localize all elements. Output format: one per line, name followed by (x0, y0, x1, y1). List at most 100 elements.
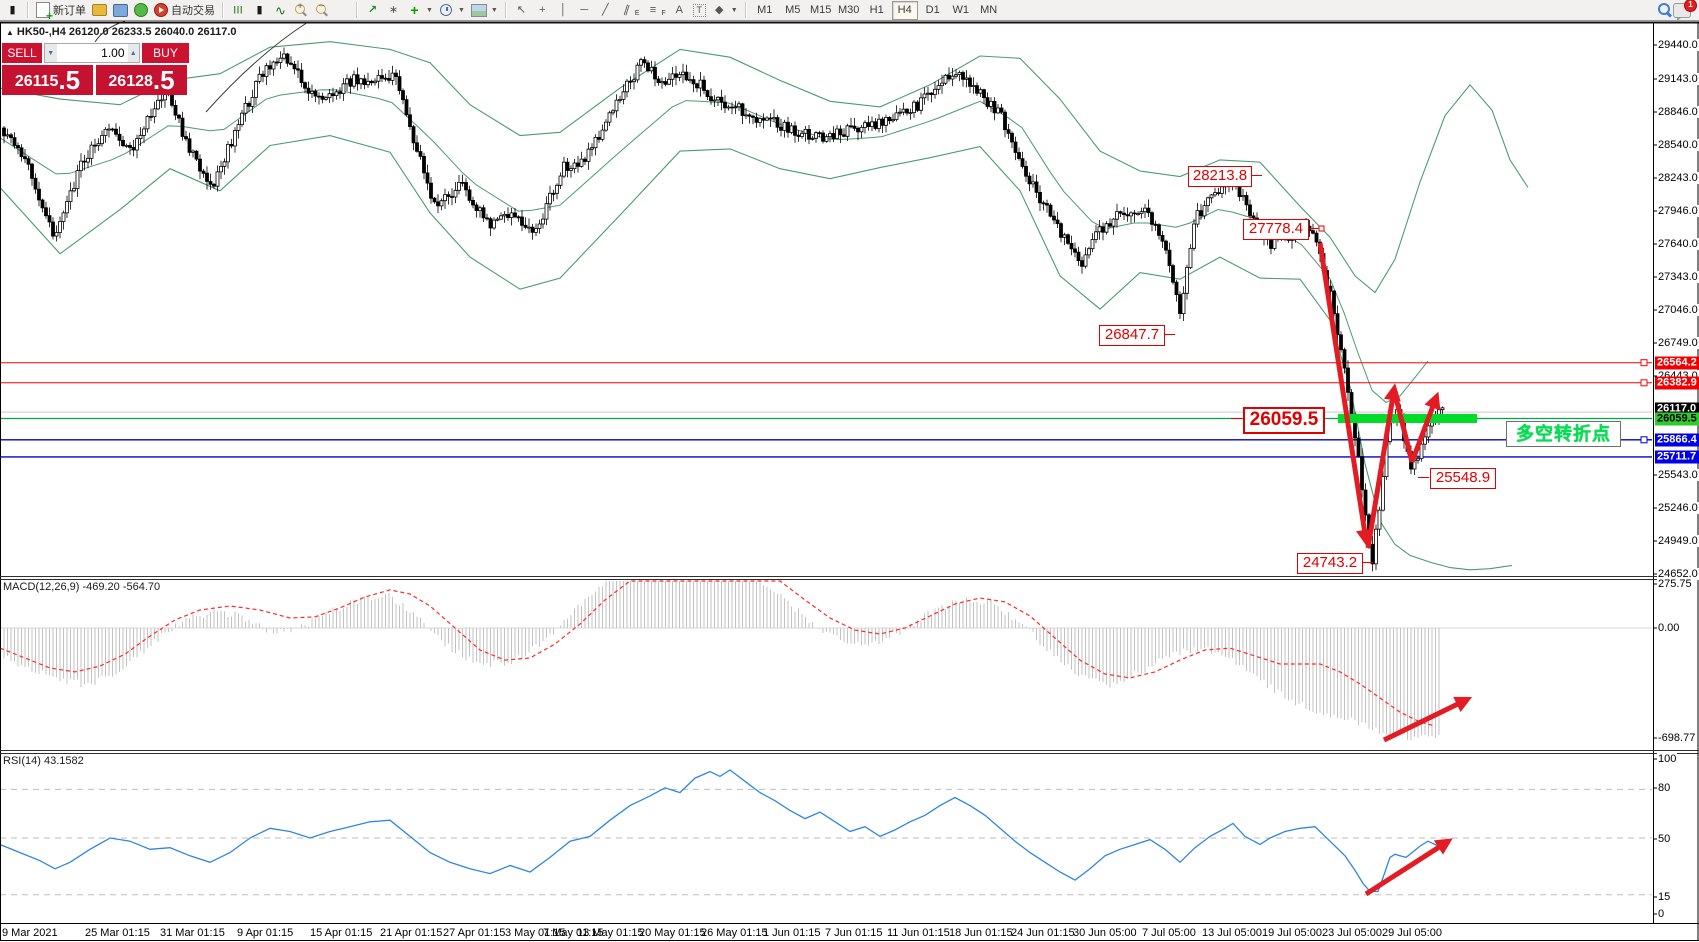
notification-badge: 1 (1684, 0, 1697, 12)
auto-trading-icon (154, 3, 168, 17)
timeframe-d1[interactable]: D1 (925, 4, 940, 16)
trend-arrow-1[interactable] (1317, 242, 1373, 547)
toolbar-separator (27, 2, 29, 18)
community-icon (113, 3, 128, 17)
candles-up (5, 53, 1445, 565)
macd-label: MACD(12,26,9) -469.20 -564.70 (3, 581, 161, 593)
bar-chart-icon: ||| (233, 5, 244, 14)
zoom-in-icon[interactable] (291, 1, 312, 19)
volume-box: ▼ ▲ (44, 43, 140, 63)
text-label-icon: T (692, 3, 706, 17)
period-icon (439, 3, 454, 18)
line-chart-icon[interactable]: ∿ (270, 1, 291, 19)
candles-down (2, 53, 1413, 565)
trendline-icon[interactable]: ╱ (595, 1, 616, 19)
horizontal-line-icon: ─ (580, 3, 589, 16)
bollinger-middle-band (0, 89, 1429, 403)
vertical-line-icon[interactable]: │ (553, 1, 574, 19)
toolbar-separator (222, 2, 224, 18)
macd-trend-arrow (1382, 696, 1473, 743)
deposit-icon[interactable] (89, 1, 110, 19)
timeframe-m30[interactable]: M30 (838, 4, 860, 16)
main-toolbar: ▮新订单自动交易|||▮∿↗∗+▼▼▼↖+│─╱∥E≡FAT◆▼M1M5M15M… (0, 0, 1699, 22)
level-marker-25866.4 (1640, 436, 1648, 444)
macd-histogram (3, 581, 1440, 741)
new-order-icon (36, 2, 53, 22)
chart-title-text: HK50-,H4 26120.0 26233.5 26040.0 26117.0 (16, 26, 237, 38)
timeframe-m5[interactable]: M5 (785, 4, 801, 16)
timeframe-h4[interactable]: H4 (891, 0, 918, 20)
text-icon: A (675, 3, 683, 16)
text-label-icon[interactable]: T (690, 1, 709, 19)
deposit-icon (92, 4, 107, 16)
sell-price-display[interactable]: 26115.5 (2, 65, 93, 95)
volume-increase-button[interactable]: ▲ (127, 44, 139, 62)
candlestick-chart-icon[interactable]: ▮ (249, 1, 270, 19)
indicators-icon: ↗ (367, 3, 378, 16)
equidistant-channel-icon[interactable]: ∥ E (616, 1, 643, 19)
chart-window-icon[interactable]: ▮ (2, 1, 23, 19)
rsi-trend-arrow (1364, 838, 1453, 897)
sell-price-main: 26115 (14, 73, 59, 90)
notifications-icon[interactable]: 1 (1673, 0, 1697, 21)
level-marker-26382.9 (1640, 379, 1648, 387)
auto-trading-button-label: 自动交易 (171, 5, 215, 17)
annotation-curve-2 (205, 21, 309, 113)
axis-ticks (1653, 44, 1658, 915)
buy-price-frac: .5 (152, 65, 175, 95)
trendline-icon: ╱ (602, 3, 609, 16)
vertical-line-icon: │ (559, 3, 567, 16)
fibonacci-icon: ≡ (649, 3, 657, 16)
line-chart-icon: ∿ (275, 2, 286, 18)
chart-title: ▲ HK50-,H4 26120.0 26233.5 26040.0 26117.… (6, 26, 237, 38)
horizontal-line-icon[interactable]: ─ (574, 1, 595, 19)
crosshair-icon[interactable]: + (532, 1, 553, 19)
fibonacci-icon[interactable]: ≡ F (642, 1, 668, 19)
text-icon[interactable]: A (669, 1, 690, 19)
trend-arrow-4[interactable] (1409, 391, 1441, 463)
timeframe-m1[interactable]: M1 (757, 4, 773, 16)
rsi-line (0, 769, 1443, 893)
volume-decrease-button[interactable]: ▼ (45, 44, 57, 62)
timeframe-m15[interactable]: M15 (810, 4, 832, 16)
objects-list-icon[interactable]: ∗ (383, 1, 404, 19)
period-icon[interactable]: ▼ (436, 1, 468, 19)
buy-price-display[interactable]: 26128.5 (96, 65, 187, 95)
indicators-icon[interactable]: ↗ (362, 1, 383, 19)
sell-price-frac: .5 (58, 65, 81, 95)
timeframe-mn[interactable]: MN (980, 4, 998, 16)
zoom-out-icon (315, 1, 330, 18)
volume-input[interactable] (56, 44, 128, 62)
equidistant-channel-icon: ∥ (621, 2, 631, 17)
auto-trading-button[interactable]: 自动交易 (151, 1, 218, 19)
buy-button[interactable]: BUY (142, 43, 189, 63)
signals-icon (134, 3, 148, 17)
shapes-icon[interactable]: ◆ ▼ (709, 1, 741, 19)
cursor-icon[interactable]: ↖ (511, 1, 532, 19)
level-marker-26564.2 (1640, 359, 1648, 367)
one-click-trading-panel: SELL ▼ ▲ BUY 26115.5 26128.5 (2, 43, 189, 95)
add-indicator-button[interactable]: + ▼ (404, 1, 436, 19)
timeframe-w1[interactable]: W1 (952, 4, 969, 16)
tag-connector-marker (1318, 225, 1325, 232)
trend-arrow-3[interactable] (1393, 397, 1415, 463)
bar-chart-icon[interactable]: ||| (228, 1, 249, 19)
search-icon[interactable] (1657, 2, 1673, 18)
symbol-marker-icon: ▲ (6, 28, 14, 37)
community-icon[interactable] (110, 1, 131, 19)
bollinger-lower-band (0, 135, 1513, 571)
new-order-button[interactable]: 新订单 (33, 1, 89, 22)
zoom-out-icon[interactable] (312, 1, 333, 19)
sell-button[interactable]: SELL (2, 43, 42, 63)
bollinger-upper-band (0, 41, 1529, 294)
rsi-label: RSI(14) 43.1582 (3, 755, 84, 767)
trend-arrow-2[interactable] (1365, 383, 1401, 549)
crosshair-icon: + (539, 3, 546, 16)
tile-windows-icon[interactable] (333, 1, 352, 19)
template-icon[interactable]: ▼ (468, 1, 501, 19)
macd-signal-line (0, 580, 1436, 727)
timeframe-h1[interactable]: H1 (869, 4, 884, 16)
signals-icon[interactable] (131, 1, 151, 19)
template-icon (470, 3, 487, 17)
objects-list-icon: ∗ (388, 3, 399, 16)
